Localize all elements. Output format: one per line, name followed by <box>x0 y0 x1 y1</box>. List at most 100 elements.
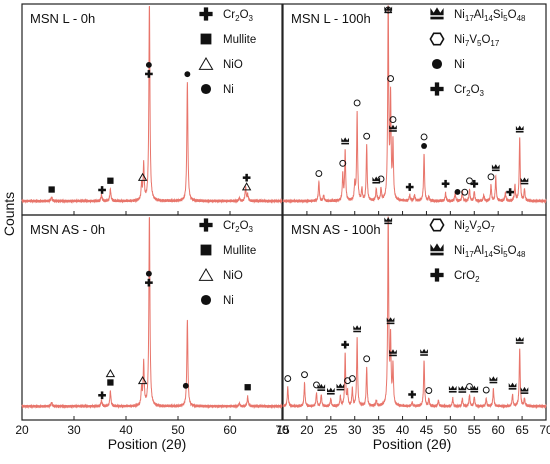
legend-text: O <box>481 34 490 46</box>
panel-1: MSN L - 0h Cr2O3 Mullite NiO Ni <box>21 3 283 216</box>
x-tick-label: 60 <box>492 423 506 437</box>
legend-symbol-circle <box>431 58 443 70</box>
legend-text: O <box>471 84 480 96</box>
peak-marker-ring <box>377 175 385 183</box>
legend-subscript: 17 <box>465 250 474 259</box>
legend-symbol-circle <box>200 83 212 95</box>
x-tick-label: 40 <box>119 423 133 437</box>
legend-text: Al <box>474 9 484 21</box>
peak-marker-ring <box>301 371 308 379</box>
panel-2-frame <box>282 3 547 216</box>
legend-symbol-square <box>200 244 212 256</box>
legend-subscript: 14 <box>484 14 493 23</box>
legend-text: V <box>469 34 477 46</box>
legend-symbol-crown <box>430 243 444 256</box>
peak-marker-square <box>48 186 55 193</box>
peak-marker-crown <box>317 383 326 391</box>
peak-marker-circle <box>145 62 152 68</box>
legend-text: NiO <box>223 59 243 71</box>
legend-text: Ni <box>223 295 234 307</box>
legend-label: Mullite <box>223 245 256 257</box>
peak-marker-cross <box>98 391 106 400</box>
x-tick-label: 50 <box>444 423 458 437</box>
legend-label: NiO <box>223 59 243 71</box>
peak-marker-crown <box>420 348 428 356</box>
peak-marker-crown <box>384 217 393 225</box>
legend-text: CrO <box>454 270 475 282</box>
legend-subscript: 7 <box>490 225 495 234</box>
peak-marker-ring <box>466 383 473 390</box>
peak-marker-crown <box>520 386 529 394</box>
x-tick-label: 60 <box>223 423 237 437</box>
peak-marker-crown <box>384 6 393 14</box>
x-tick-label: 20 <box>15 423 29 437</box>
peak-marker-ring <box>482 386 490 394</box>
y-axis-label: Counts <box>1 192 17 236</box>
peak-marker-crown <box>386 317 395 325</box>
peak-marker-ring <box>387 75 395 83</box>
peak-marker-ring <box>461 188 469 196</box>
legend-label: Mullite <box>223 34 256 46</box>
legend-label: CrO2 <box>454 270 480 284</box>
legend-subscript: 3 <box>249 225 254 234</box>
panel-3-title: MSN AS - 0h <box>30 222 105 237</box>
x-tick-label: 30 <box>348 423 362 437</box>
peak-marker-crown <box>448 385 457 393</box>
legend-subscript: 48 <box>517 14 526 23</box>
x-tick-label: 30 <box>67 423 81 437</box>
legend-subscript: 17 <box>490 39 499 48</box>
x-tick-label: 25 <box>324 423 338 437</box>
legend-subscript: 2 <box>477 225 482 234</box>
peak-marker-cross <box>470 179 479 188</box>
legend-text: O <box>508 245 517 257</box>
legend-text: Ni <box>454 220 465 232</box>
peak-marker-circle <box>145 270 152 277</box>
peak-marker-ring <box>466 177 473 185</box>
legend-text: Cr <box>223 220 235 232</box>
legend-subscript: 2 <box>466 89 471 98</box>
peak-marker-circle <box>182 382 189 389</box>
peak-marker-ring <box>363 355 371 363</box>
legend-symbol-cross <box>430 268 444 282</box>
legend-label: Cr2O3 <box>223 9 254 23</box>
legend-text: O <box>481 220 490 232</box>
panel-2: MSN L - 100h Ni17Al14Si5O48Ni7V5O17NiCr2O… <box>282 3 547 216</box>
peak-marker-cross <box>242 173 251 182</box>
peak-marker-crown <box>515 125 524 133</box>
legend-subscript: 14 <box>484 250 493 259</box>
legend-symbol-triangle <box>198 268 214 281</box>
x-tick-label: 70 <box>539 423 550 437</box>
legend-symbol-cross <box>430 82 444 96</box>
panel-4-title: MSN AS - 100h <box>291 222 381 237</box>
peak-marker-cross <box>441 179 450 188</box>
legend-subscript: 17 <box>465 14 474 23</box>
x-axis-label-left: Position (2θ) <box>108 436 187 452</box>
peak-marker-cross <box>145 278 153 287</box>
legend-label: Ni <box>223 295 234 307</box>
legend-text: Ni <box>454 59 465 71</box>
peak-marker-circle <box>421 143 428 149</box>
legend-text: V <box>469 220 477 232</box>
peak-marker-crown <box>491 164 500 172</box>
peak-marker-cross <box>145 70 153 78</box>
legend-label: Cr2O3 <box>223 220 254 234</box>
legend-subscript: 5 <box>503 250 508 259</box>
legend-subscript: 2 <box>235 14 240 23</box>
peak-marker-ring <box>353 99 361 107</box>
peak-marker-ring <box>487 173 495 181</box>
panel-4-trace <box>282 216 547 410</box>
legend-subscript: 3 <box>249 14 254 23</box>
panel-3-trace <box>21 217 283 410</box>
legend-text: O <box>240 220 249 232</box>
legend-text: Mullite <box>223 245 256 257</box>
x-tick-label: 35 <box>372 423 386 437</box>
peak-marker-crown <box>336 383 345 391</box>
peak-marker-cross <box>98 186 106 194</box>
panel-3: 20 30 40 50 60 70 MSN AS - 0h Cr2O3 Mullite NiO Ni <box>15 214 289 437</box>
legend-subscript: 2 <box>465 225 470 234</box>
legend-subscript: 5 <box>477 39 482 48</box>
legend-text: Cr <box>223 9 235 21</box>
panel-4-frame <box>282 214 547 421</box>
